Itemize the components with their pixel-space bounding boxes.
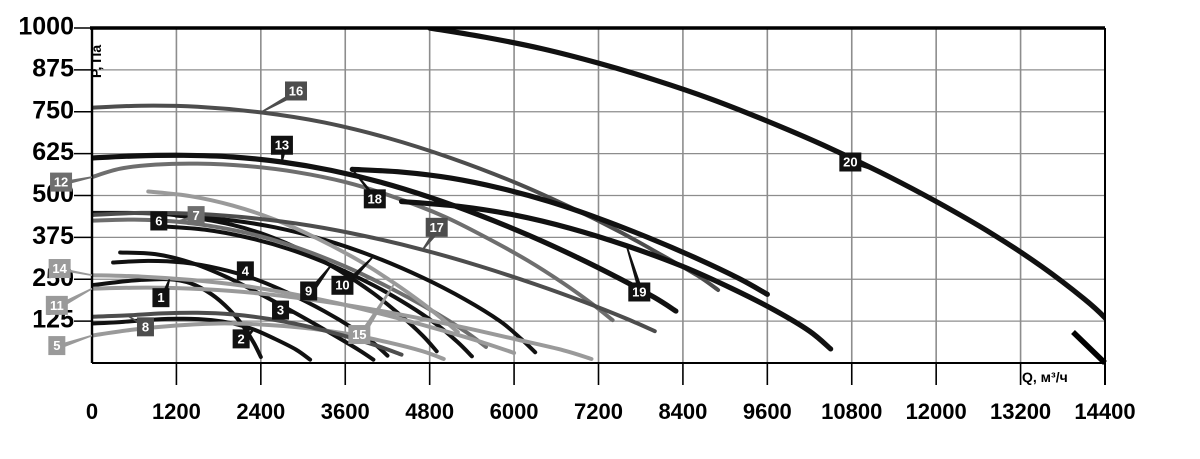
callout-box-10 bbox=[331, 275, 354, 295]
callout-11[interactable]: 11 bbox=[45, 287, 93, 315]
curve-series-16 bbox=[92, 103, 721, 292]
curve-series-20 bbox=[427, 28, 1105, 322]
callout-17[interactable]: 17 bbox=[421, 217, 448, 251]
callout-10[interactable]: 10 bbox=[331, 255, 375, 295]
callout-label-5: 5 bbox=[53, 338, 60, 353]
y-axis-title: P, Па bbox=[88, 45, 104, 78]
callout-box-1 bbox=[152, 288, 170, 308]
axis-arrow bbox=[1071, 330, 1107, 365]
callout-3[interactable]: 3 bbox=[272, 300, 297, 320]
x-axis-title: Q, м³/ч bbox=[1022, 369, 1068, 385]
callout-box-6 bbox=[150, 211, 168, 231]
tick-labels: 1252503755006257508751000012002400360048… bbox=[18, 13, 1135, 424]
curve-series-18 bbox=[349, 166, 770, 297]
callout-box-7 bbox=[187, 206, 205, 226]
callout-14[interactable]: 14 bbox=[48, 259, 93, 279]
callout-box-17 bbox=[425, 217, 448, 237]
callout-label-4: 4 bbox=[242, 263, 250, 278]
x-axis-tick-label: 3600 bbox=[321, 399, 370, 424]
callout-label-6: 6 bbox=[155, 213, 162, 228]
callout-19[interactable]: 19 bbox=[625, 245, 651, 302]
callout-box-14 bbox=[48, 259, 71, 279]
x-axis-tick-label: 0 bbox=[86, 399, 98, 424]
callout-2[interactable]: 2 bbox=[232, 328, 255, 349]
callout-label-7: 7 bbox=[192, 208, 199, 223]
callout-16[interactable]: 16 bbox=[260, 81, 308, 114]
axis-layer bbox=[74, 26, 1107, 385]
y-axis-tick-label: 875 bbox=[32, 54, 74, 82]
x-axis-tick-label: 13200 bbox=[990, 399, 1051, 424]
callout-box-15 bbox=[348, 325, 371, 345]
callout-label-10: 10 bbox=[335, 278, 349, 293]
callout-box-11 bbox=[45, 295, 68, 315]
callout-12[interactable]: 12 bbox=[50, 172, 93, 192]
curve-series-15 bbox=[146, 189, 460, 335]
x-axis-tick-label: 4800 bbox=[405, 399, 454, 424]
callout-box-18 bbox=[363, 189, 386, 209]
callout-label-16: 16 bbox=[289, 83, 303, 98]
callout-box-3 bbox=[272, 300, 290, 320]
x-axis-tick-label: 1200 bbox=[152, 399, 201, 424]
x-axis-tick-label: 14400 bbox=[1074, 399, 1135, 424]
callout-label-1: 1 bbox=[157, 290, 164, 305]
callout-box-8 bbox=[136, 317, 154, 337]
callout-label-20: 20 bbox=[843, 154, 857, 169]
curve-series-19 bbox=[398, 198, 834, 352]
callout-18[interactable]: 18 bbox=[351, 168, 386, 209]
callout-box-13 bbox=[270, 135, 293, 155]
x-axis-tick-label: 2400 bbox=[236, 399, 285, 424]
y-axis-tick-label: 1000 bbox=[18, 13, 74, 41]
callout-label-12: 12 bbox=[54, 175, 68, 190]
callout-box-4 bbox=[236, 261, 254, 281]
callout-20[interactable]: 20 bbox=[839, 152, 881, 173]
x-axis-tick-label: 6000 bbox=[490, 399, 539, 424]
callout-label-9: 9 bbox=[305, 283, 312, 298]
callout-label-14: 14 bbox=[52, 261, 67, 276]
callout-8[interactable]: 8 bbox=[126, 314, 154, 337]
callout-box-19 bbox=[628, 282, 651, 302]
x-axis-tick-label: 12000 bbox=[906, 399, 967, 424]
callout-label-17: 17 bbox=[429, 220, 443, 235]
y-axis-tick-label: 750 bbox=[32, 96, 74, 124]
y-axis-tick-label: 625 bbox=[32, 138, 74, 166]
x-axis-tick-label: 8400 bbox=[658, 399, 707, 424]
x-axis-tick-label: 10800 bbox=[821, 399, 882, 424]
callout-13[interactable]: 13 bbox=[270, 135, 293, 163]
axis-titles: P, Па Q, м³/ч bbox=[88, 45, 1068, 385]
callout-9[interactable]: 9 bbox=[300, 264, 332, 301]
curve-series-13 bbox=[92, 152, 679, 314]
x-axis-tick-label: 9600 bbox=[743, 399, 792, 424]
callout-box-2 bbox=[232, 329, 250, 349]
callout-label-19: 19 bbox=[632, 284, 646, 299]
callout-label-15: 15 bbox=[352, 327, 366, 342]
callout-box-20 bbox=[839, 152, 862, 172]
callout-box-9 bbox=[300, 281, 318, 301]
callout-4[interactable]: 4 bbox=[236, 261, 255, 281]
callout-box-12 bbox=[50, 172, 73, 192]
callout-label-3: 3 bbox=[277, 303, 284, 318]
callout-label-8: 8 bbox=[142, 319, 149, 334]
callout-5[interactable]: 5 bbox=[48, 334, 93, 356]
callout-7[interactable]: 7 bbox=[176, 206, 205, 226]
y-axis-tick-label: 375 bbox=[32, 222, 74, 250]
curve-series-10 bbox=[174, 213, 538, 355]
callout-6[interactable]: 6 bbox=[150, 210, 168, 231]
callout-label-18: 18 bbox=[368, 191, 382, 206]
callout-box-16 bbox=[285, 81, 308, 101]
callout-box-5 bbox=[48, 336, 66, 356]
callout-label-11: 11 bbox=[50, 298, 64, 313]
callout-1[interactable]: 1 bbox=[152, 278, 171, 308]
callout-15[interactable]: 15 bbox=[348, 282, 396, 345]
x-axis-tick-label: 7200 bbox=[574, 399, 623, 424]
curve-series-5 bbox=[92, 321, 446, 361]
callout-label-2: 2 bbox=[238, 331, 245, 346]
callout-label-13: 13 bbox=[275, 138, 289, 153]
